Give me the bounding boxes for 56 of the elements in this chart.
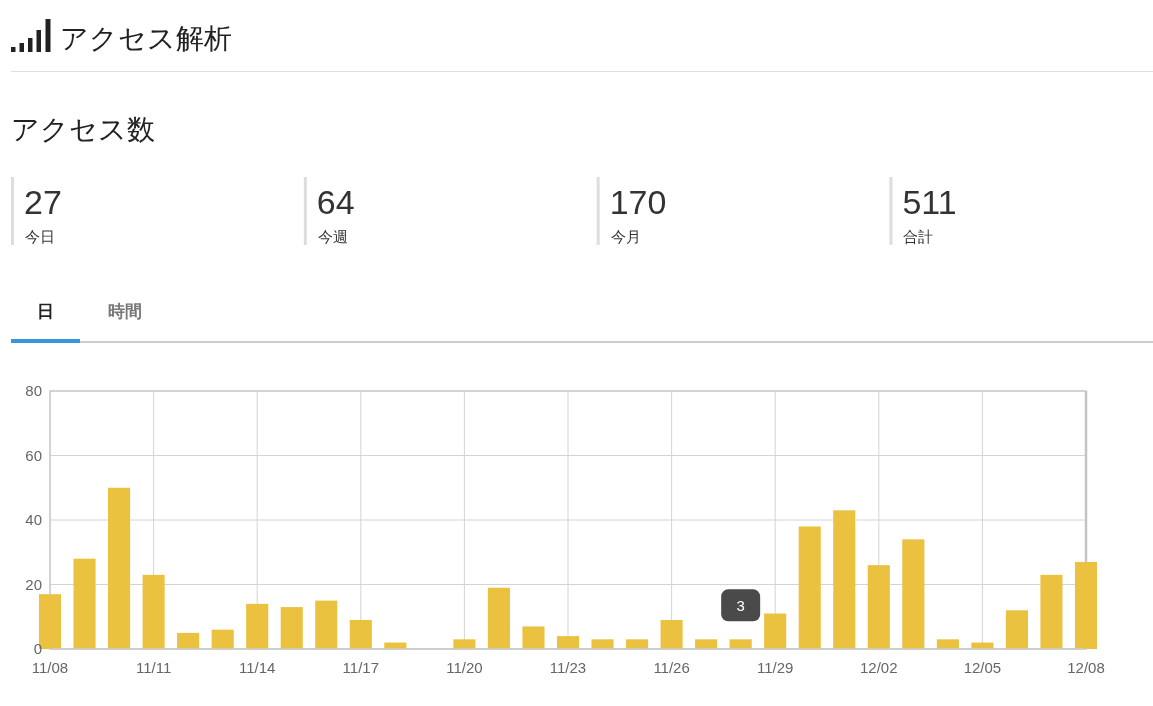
bar [453, 639, 476, 649]
x-tick-label: 12/08 [1067, 659, 1105, 676]
data-label: 511 [902, 183, 957, 221]
x-tick-label: 12/02 [860, 659, 898, 676]
x-tick-label: 11/29 [756, 659, 794, 676]
bar [142, 574, 165, 649]
bar [867, 565, 890, 649]
category-label: 今月 [610, 228, 641, 245]
bar [349, 619, 372, 649]
x-tick-label: 11/11 [135, 659, 172, 676]
bar [280, 607, 303, 649]
x-tick-label: 11/17 [342, 659, 380, 676]
y-tick-label: 0 [33, 640, 42, 658]
x-tick-label: 12/05 [963, 659, 1002, 676]
bar [729, 639, 752, 649]
bar [626, 639, 649, 649]
x-tick-label: 11/20 [446, 659, 483, 676]
bar [695, 639, 718, 649]
y-tick-label: 80 [25, 382, 42, 400]
category-label: 合計 [903, 228, 934, 245]
bar [522, 626, 545, 649]
bar [246, 603, 269, 649]
x-tick-label: 11/14 [238, 659, 276, 676]
bar [108, 487, 131, 649]
bar [556, 636, 580, 649]
data-label: 27 [24, 183, 62, 221]
bar [660, 619, 683, 649]
bar [211, 629, 234, 649]
bar [177, 632, 200, 649]
text: アクセス数 [11, 114, 155, 145]
x-tick-label: 11/08 [31, 659, 69, 676]
bar [1040, 574, 1063, 649]
data-label: 170 [609, 183, 667, 221]
bar [1074, 561, 1098, 649]
y-tick-label: 40 [25, 511, 42, 529]
x-tick-label: 11/23 [549, 659, 587, 676]
bar [833, 510, 856, 649]
bar [798, 526, 821, 649]
text: 日 [36, 302, 54, 321]
bar [764, 613, 787, 649]
bar [936, 639, 959, 649]
bar [487, 587, 510, 649]
text: 時間 [108, 302, 142, 321]
bar [1005, 610, 1028, 649]
bar [591, 639, 614, 649]
bar [902, 539, 925, 649]
category-label: 今週 [317, 228, 348, 245]
text: アクセス解析 [60, 23, 232, 54]
bar [315, 600, 338, 649]
annotation: 3 [736, 596, 745, 614]
data-label: 64 [316, 183, 355, 221]
bar [73, 558, 96, 649]
x-tick-label: 11/26 [653, 659, 690, 676]
category-label: 今日 [25, 228, 55, 245]
y-tick-label: 60 [25, 446, 42, 464]
y-tick-label: 20 [25, 575, 42, 593]
